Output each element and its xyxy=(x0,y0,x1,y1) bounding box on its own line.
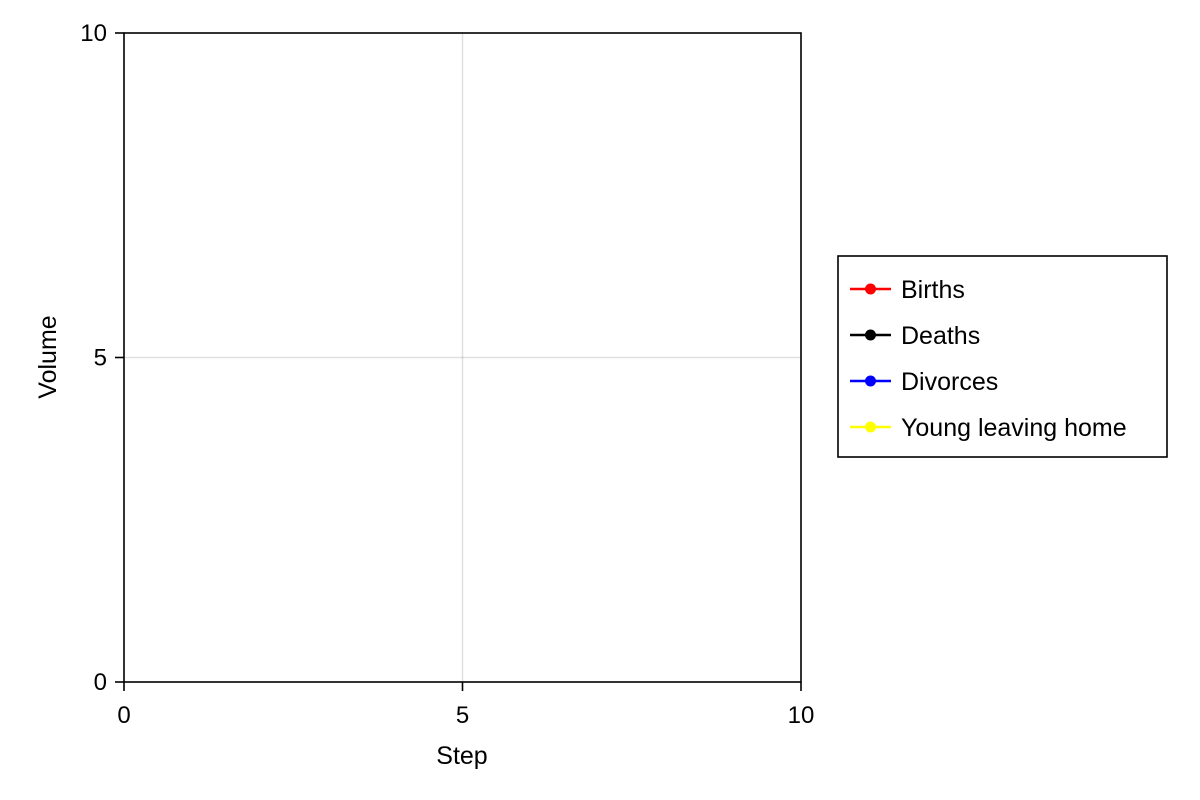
y-tick-label: 0 xyxy=(94,669,107,696)
legend: Births Deaths Divorces Young leaving home xyxy=(837,255,1168,458)
y-axis-ticks: 0 5 10 xyxy=(80,20,124,696)
x-tick-label: 0 xyxy=(117,702,130,729)
legend-marker-swatch xyxy=(865,421,876,433)
y-tick-label: 10 xyxy=(80,20,107,47)
legend-item: Births xyxy=(850,276,965,304)
x-tick-label: 10 xyxy=(788,702,815,729)
x-tick-label: 5 xyxy=(456,702,469,729)
grid-lines xyxy=(124,33,801,682)
y-tick-label: 5 xyxy=(94,345,107,372)
legend-marker-swatch xyxy=(865,375,876,387)
x-axis-ticks: 0 5 10 xyxy=(117,682,814,729)
legend-item: Divorces xyxy=(850,368,998,396)
legend-label: Births xyxy=(901,276,965,304)
y-axis-label: Volume xyxy=(34,315,62,398)
x-axis-label: Step xyxy=(436,742,487,770)
legend-label: Divorces xyxy=(901,368,998,396)
legend-label: Deaths xyxy=(901,322,980,350)
legend-marker-swatch xyxy=(865,283,876,295)
legend-frame xyxy=(837,255,1168,458)
legend-item: Young leaving home xyxy=(850,414,1127,442)
legend-item: Deaths xyxy=(850,322,980,350)
legend-marker-swatch xyxy=(865,329,876,341)
legend-label: Young leaving home xyxy=(901,414,1127,442)
